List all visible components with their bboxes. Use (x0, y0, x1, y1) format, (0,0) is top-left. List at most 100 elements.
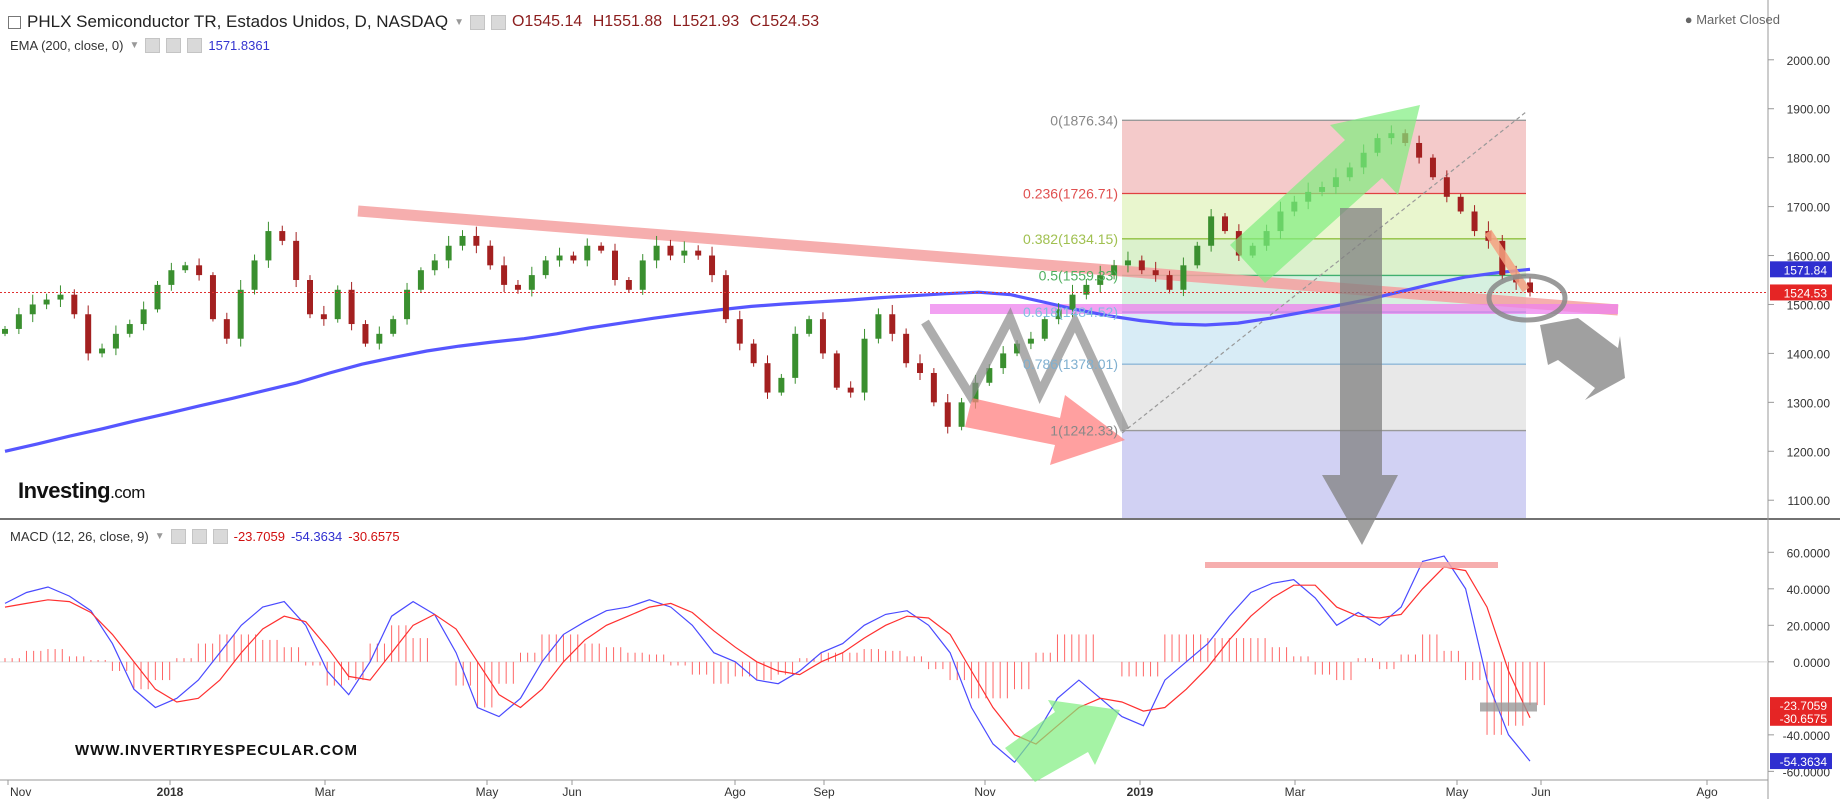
fib-zone[interactable] (1122, 364, 1526, 431)
candle-body[interactable] (307, 280, 313, 315)
candle-body[interactable] (1055, 309, 1062, 320)
candle-body[interactable] (112, 333, 119, 349)
candle-body[interactable] (542, 260, 549, 276)
candle-body[interactable] (431, 260, 438, 271)
macd-panel[interactable] (0, 520, 1768, 780)
candle-body[interactable] (1000, 353, 1007, 369)
candle-body[interactable] (293, 240, 300, 280)
candle-body[interactable] (722, 275, 729, 320)
macd-drawings[interactable] (1005, 562, 1537, 782)
candle-body[interactable] (1041, 319, 1048, 339)
fib-zone[interactable] (1122, 430, 1526, 518)
candle-body[interactable] (1069, 294, 1076, 310)
candle-body[interactable] (279, 231, 286, 241)
grey-diagonal-arrow[interactable] (1540, 318, 1625, 400)
candle-body[interactable] (653, 245, 660, 261)
candle-body[interactable] (930, 372, 937, 403)
candle-body[interactable] (1083, 284, 1090, 295)
fib-diagonal[interactable] (1121, 111, 1527, 434)
candle-body[interactable] (417, 270, 424, 290)
candle-body[interactable] (487, 245, 494, 266)
candle-body[interactable] (1416, 142, 1423, 158)
candle-body[interactable] (847, 387, 854, 393)
green-up-arrow[interactable] (1230, 105, 1420, 283)
candle-body[interactable] (404, 289, 411, 320)
candle-body[interactable] (85, 314, 92, 354)
candle-body[interactable] (99, 348, 106, 354)
candle-body[interactable] (1014, 343, 1021, 354)
candle-body[interactable] (1097, 275, 1104, 285)
candle-body[interactable] (126, 324, 133, 334)
close-icon[interactable] (187, 38, 203, 53)
candle-body[interactable] (362, 324, 369, 344)
candle-body[interactable] (667, 245, 674, 256)
candle-body[interactable] (459, 235, 466, 246)
time-axis[interactable]: Nov 2018 Mar May Jun Ago Sep Nov 2019 Mar May Jun Ag… (7, 780, 1718, 799)
price-axis[interactable]: 2000.00 1900.00 1800.00 1700.00 1600.00 1500.… (1768, 54, 1832, 508)
fib-zone[interactable] (1122, 312, 1526, 365)
candle-body[interactable] (501, 265, 508, 285)
candle-body[interactable] (1180, 265, 1187, 290)
candle-body[interactable] (348, 289, 355, 325)
candle-body[interactable] (1471, 211, 1478, 232)
candle-body[interactable] (1194, 245, 1201, 266)
chevron-down-icon[interactable]: ▼ (129, 40, 140, 51)
candle-body[interactable] (1222, 216, 1228, 232)
macd-indicator[interactable] (0, 555, 1768, 764)
grey-zigzag[interactable] (921, 307, 1130, 432)
candle-body[interactable] (833, 353, 840, 388)
gear-icon[interactable] (490, 14, 506, 30)
candle-body[interactable] (154, 284, 161, 310)
candle-body[interactable] (639, 260, 646, 290)
candle-body[interactable] (625, 280, 632, 290)
candle-body[interactable] (958, 402, 965, 427)
candle-body[interactable] (556, 255, 563, 261)
candle-body[interactable] (1208, 216, 1215, 246)
candle-body[interactable] (792, 333, 799, 378)
eye-icon[interactable] (170, 529, 186, 544)
resistance-trendline[interactable] (357, 205, 1619, 316)
candle-body[interactable] (237, 289, 244, 339)
close-icon[interactable] (212, 529, 228, 544)
candle-body[interactable] (514, 284, 521, 290)
candle-body[interactable] (57, 294, 64, 300)
candle-body[interactable] (695, 250, 702, 256)
candle-body[interactable] (778, 377, 785, 393)
fib-zone[interactable] (1122, 238, 1526, 276)
candle-body[interactable] (2, 328, 8, 334)
candle-body[interactable] (1457, 196, 1464, 212)
candle-body[interactable] (1152, 270, 1159, 276)
candle-body[interactable] (875, 314, 882, 339)
candle-body[interactable] (43, 299, 50, 305)
ema-line[interactable] (4, 267, 1531, 453)
candle-body[interactable] (445, 245, 452, 261)
salmon-segment[interactable] (1484, 229, 1530, 293)
candle-body[interactable] (861, 338, 868, 393)
macd-line[interactable] (4, 555, 1531, 764)
candle-body[interactable] (251, 260, 258, 290)
candle-body[interactable] (528, 275, 535, 290)
candle-body[interactable] (764, 363, 771, 393)
ema-200-line[interactable] (4, 267, 1531, 453)
trendline-drawings[interactable] (357, 111, 1619, 434)
candle-body[interactable] (320, 314, 327, 320)
candle-body[interactable] (1027, 338, 1034, 344)
gear-icon[interactable] (166, 38, 182, 53)
eye-icon[interactable] (469, 14, 485, 30)
candle-body[interactable] (584, 245, 591, 261)
candle-body[interactable] (889, 314, 896, 334)
macd-axis[interactable]: 60.000040.000020.00000.0000-40.0000-60.0… (1768, 546, 1832, 779)
candle-body[interactable] (1443, 177, 1450, 197)
candle-body[interactable] (71, 294, 78, 315)
candle-body[interactable] (1111, 265, 1118, 276)
chevron-down-icon[interactable]: ▼ (154, 531, 165, 542)
eye-icon[interactable] (145, 38, 161, 53)
candle-body[interactable] (29, 304, 36, 315)
candle-body[interactable] (750, 343, 757, 364)
grey-down-arrow[interactable] (1322, 208, 1398, 545)
grey-circle[interactable] (1486, 273, 1568, 323)
candle-body[interactable] (334, 289, 341, 320)
candle-body[interactable] (709, 255, 716, 276)
candle-body[interactable] (182, 265, 189, 271)
candle-body[interactable] (917, 363, 923, 373)
